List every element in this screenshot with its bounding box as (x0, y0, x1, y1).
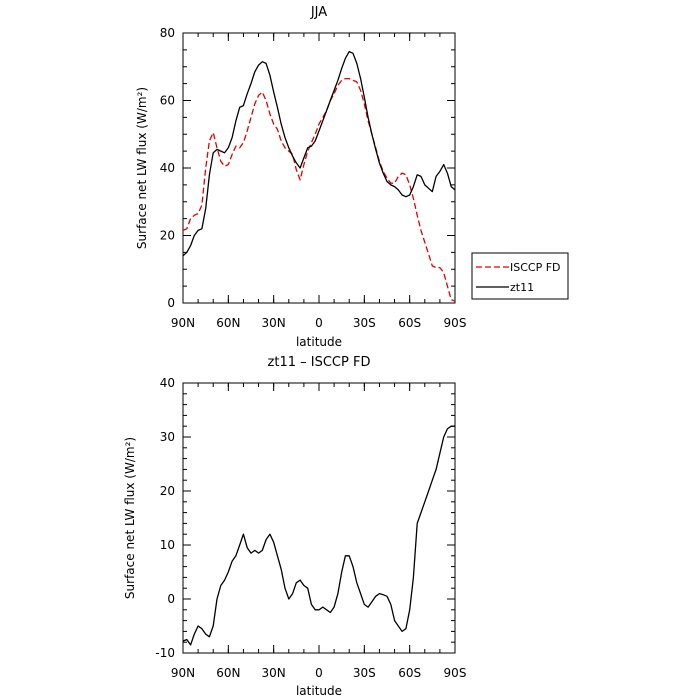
x-tick-label: 0 (315, 316, 323, 330)
x-tick-label: 60S (398, 666, 421, 680)
legend-box (471, 252, 569, 300)
x-tick-label: 0 (315, 666, 323, 680)
y-tick-label: 40 (160, 376, 175, 390)
y-tick-label: 0 (167, 592, 175, 606)
plot-frame (182, 32, 456, 304)
y-axis-label: Surface net LW flux (W/m²) (135, 87, 149, 249)
y-tick-label: 10 (160, 538, 175, 552)
panel-jja: JJA 90N 60N 30N 0 30S 60S 90S 0 20 40 60 80 latitud… (135, 5, 569, 349)
x-axis-label: latitude (296, 684, 342, 698)
chart-title: JJA (310, 5, 327, 20)
y-tick-label: 40 (160, 161, 175, 175)
y-tick-label: 30 (160, 430, 175, 444)
x-tick-label: 30S (353, 666, 376, 680)
x-tick-label: 90S (444, 666, 467, 680)
x-tick-label: 60N (216, 316, 240, 330)
legend-label-isccp: ISCCP FD (510, 261, 561, 274)
tick-marks (182, 382, 456, 654)
x-tick-label: 90N (171, 316, 195, 330)
y-tick-label: 80 (160, 26, 175, 40)
x-axis-label: latitude (296, 335, 342, 349)
series-line-zt11 (182, 50, 456, 257)
tick-marks (182, 32, 456, 304)
series-lines (182, 50, 456, 302)
tick-labels: 90N 60N 30N 0 30S 60S 90S -10 0 10 20 30 40 (155, 376, 466, 680)
legend: ISCCP FD zt11 (471, 252, 569, 300)
chart-title: zt11 – ISCCP FD (268, 355, 371, 370)
y-tick-label: 20 (160, 229, 175, 243)
x-tick-label: 30N (262, 666, 286, 680)
y-axis-label: Surface net LW flux (W/m²) (123, 437, 137, 599)
legend-label-zt11: zt11 (510, 281, 534, 294)
x-tick-label: 90N (171, 666, 195, 680)
y-tick-label: -10 (155, 646, 175, 660)
tick-labels: 90N 60N 30N 0 30S 60S 90S 0 20 40 60 80 (160, 26, 467, 330)
panel-difference: zt11 – ISCCP FD 90N 60N 30N 0 30S 60S 90S -10 0 1… (123, 355, 466, 698)
series-line-difference (182, 425, 455, 646)
y-tick-label: 20 (160, 484, 175, 498)
x-tick-label: 30N (262, 316, 286, 330)
series-line-isccp-fd (182, 77, 456, 302)
plot-frame (182, 382, 456, 654)
y-tick-label: 0 (167, 296, 175, 310)
x-tick-label: 90S (444, 316, 467, 330)
y-tick-label: 60 (160, 94, 175, 108)
x-tick-label: 60N (216, 666, 240, 680)
series-lines (182, 425, 455, 646)
x-tick-label: 30S (353, 316, 376, 330)
x-tick-label: 60S (398, 316, 421, 330)
